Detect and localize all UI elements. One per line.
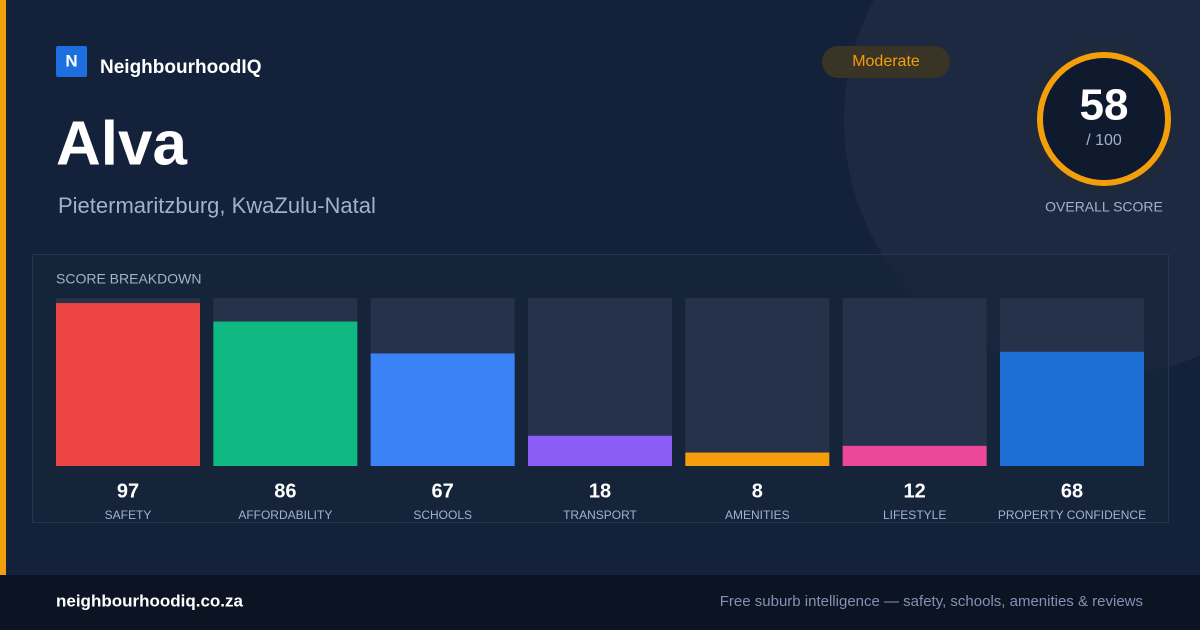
- value-label: 8: [752, 480, 763, 502]
- value-label: 86: [274, 480, 296, 502]
- badge-text: Moderate: [852, 53, 920, 70]
- value-label: 67: [432, 480, 454, 502]
- footer-bar: [0, 575, 1200, 630]
- bar: [527, 435, 672, 466]
- title: Alva: [56, 109, 187, 178]
- value-label: 18: [589, 480, 611, 502]
- bar: [685, 452, 830, 466]
- bar: [56, 303, 200, 466]
- category-label: AMENITIES: [725, 508, 790, 522]
- category-label: SCHOOLS: [413, 508, 472, 522]
- category-label: SAFETY: [105, 508, 152, 522]
- logo: [56, 46, 87, 77]
- accent-stripe: [0, 0, 6, 575]
- breakdown-title: SCORE BREAKDOWN: [56, 271, 201, 287]
- bar-track: [842, 298, 987, 466]
- brand: NeighbourhoodIQ: [100, 57, 261, 78]
- value-label: 12: [904, 480, 926, 502]
- footer-tagline: Free suburb intelligence — safety, schoo…: [720, 593, 1143, 610]
- category-label: TRANSPORT: [563, 508, 637, 522]
- logo-letter: N: [65, 51, 77, 70]
- bar: [842, 445, 987, 466]
- score-ring: [1037, 52, 1171, 186]
- category-label: AFFORDABILITY: [238, 508, 332, 522]
- category-label: PROPERTY CONFIDENCE: [998, 508, 1146, 522]
- bar: [213, 321, 358, 466]
- bar-track: [685, 298, 830, 466]
- bar: [370, 353, 515, 466]
- badge: [822, 46, 950, 78]
- location: Pietermaritzburg, KwaZulu-Natal: [58, 193, 376, 218]
- category-label: LIFESTYLE: [883, 508, 946, 522]
- score-value: 58: [1080, 81, 1129, 130]
- footer-site: neighbourhoodiq.co.za: [56, 591, 244, 610]
- bar: [999, 351, 1144, 466]
- value-label: 97: [117, 480, 139, 502]
- score-max: / 100: [1086, 132, 1122, 149]
- value-label: 68: [1061, 480, 1083, 502]
- score-label: OVERALL SCORE: [1045, 199, 1163, 215]
